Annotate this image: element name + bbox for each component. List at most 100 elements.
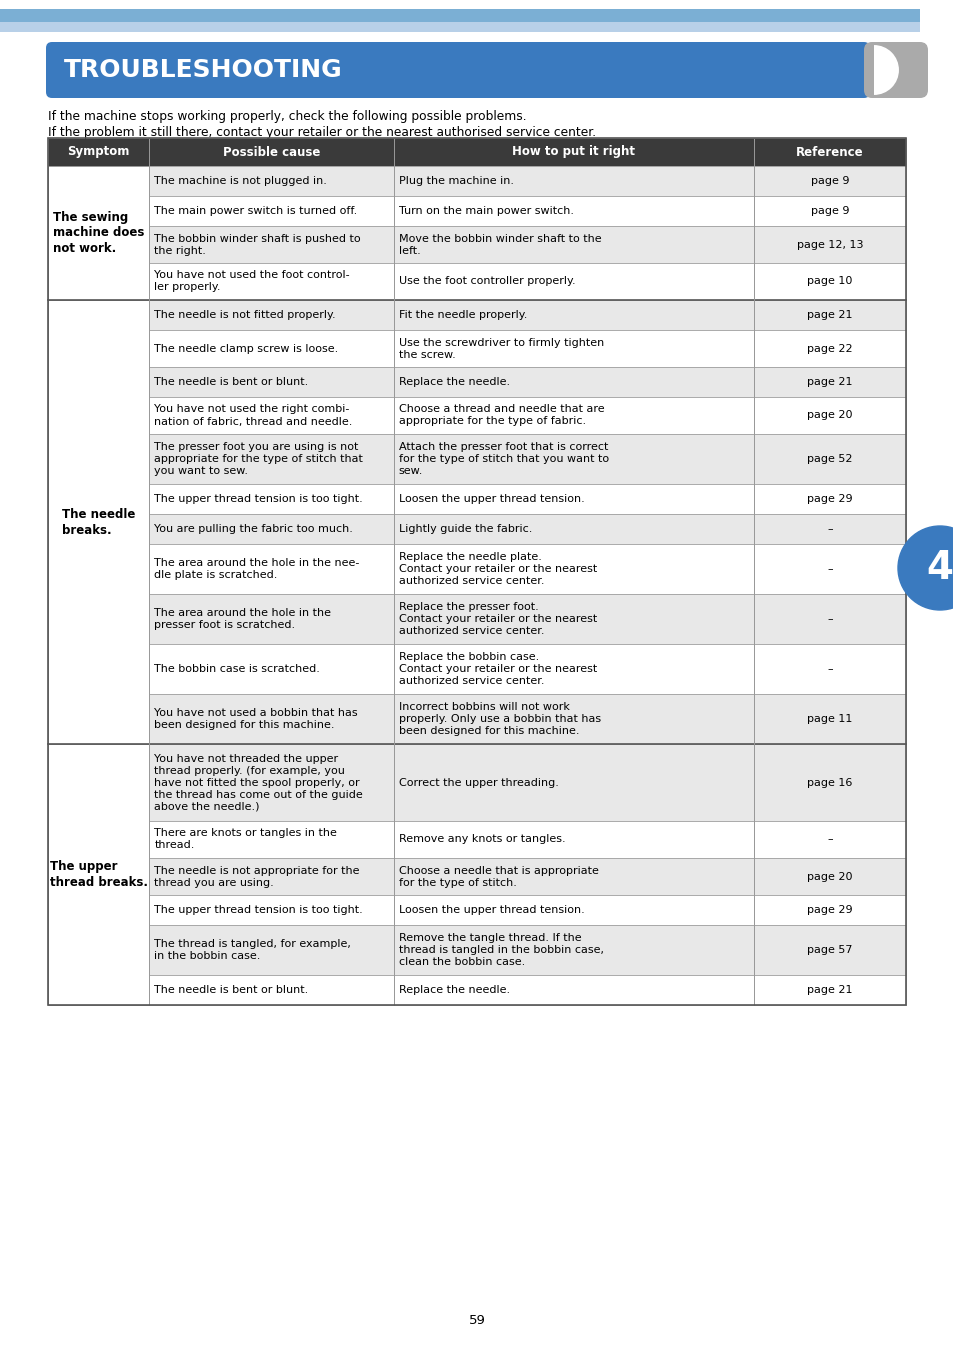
Text: You have not used the foot control-
ler properly.: You have not used the foot control- ler … <box>154 271 350 293</box>
Text: –: – <box>826 665 832 674</box>
FancyBboxPatch shape <box>753 484 905 514</box>
FancyBboxPatch shape <box>753 925 905 975</box>
FancyBboxPatch shape <box>394 166 753 195</box>
FancyBboxPatch shape <box>149 398 394 434</box>
FancyBboxPatch shape <box>149 821 394 857</box>
Text: The bobbin winder shaft is pushed to
the right.: The bobbin winder shaft is pushed to the… <box>154 233 360 256</box>
Text: page 20: page 20 <box>806 872 852 882</box>
FancyBboxPatch shape <box>149 975 394 1006</box>
FancyBboxPatch shape <box>394 263 753 301</box>
Text: The bobbin case is scratched.: The bobbin case is scratched. <box>154 665 320 674</box>
FancyBboxPatch shape <box>394 594 753 644</box>
Text: Symptom: Symptom <box>68 146 130 159</box>
FancyBboxPatch shape <box>753 398 905 434</box>
Text: –: – <box>826 524 832 534</box>
FancyBboxPatch shape <box>149 263 394 301</box>
Text: Choose a needle that is appropriate
for the type of stitch.: Choose a needle that is appropriate for … <box>398 865 598 887</box>
Text: The needle
breaks.: The needle breaks. <box>62 507 135 537</box>
Text: page 9: page 9 <box>810 177 848 186</box>
Text: The machine is not plugged in.: The machine is not plugged in. <box>154 177 327 186</box>
FancyBboxPatch shape <box>394 514 753 545</box>
FancyBboxPatch shape <box>48 137 905 166</box>
Text: You have not threaded the upper
thread properly. (for example, you
have not fitt: You have not threaded the upper thread p… <box>154 754 362 811</box>
Text: page 20: page 20 <box>806 411 852 421</box>
Text: The thread is tangled, for example,
in the bobbin case.: The thread is tangled, for example, in t… <box>154 940 351 961</box>
Text: You are pulling the fabric too much.: You are pulling the fabric too much. <box>154 524 353 534</box>
FancyBboxPatch shape <box>394 484 753 514</box>
FancyBboxPatch shape <box>394 694 753 744</box>
Text: The needle is not fitted properly.: The needle is not fitted properly. <box>154 310 335 319</box>
Text: Use the screwdriver to firmly tighten
the screw.: Use the screwdriver to firmly tighten th… <box>398 337 603 360</box>
Text: Replace the presser foot.
Contact your retailer or the nearest
authorized servic: Replace the presser foot. Contact your r… <box>398 603 597 636</box>
FancyBboxPatch shape <box>46 42 869 98</box>
Text: page 21: page 21 <box>806 985 852 995</box>
FancyBboxPatch shape <box>394 744 753 821</box>
FancyBboxPatch shape <box>149 195 394 226</box>
Text: –: – <box>826 834 832 844</box>
FancyBboxPatch shape <box>753 434 905 484</box>
Wedge shape <box>873 44 898 94</box>
Text: The needle is bent or blunt.: The needle is bent or blunt. <box>154 985 308 995</box>
Text: page 29: page 29 <box>806 493 852 504</box>
Text: Replace the needle.: Replace the needle. <box>398 985 509 995</box>
FancyBboxPatch shape <box>149 484 394 514</box>
Text: page 22: page 22 <box>806 344 852 353</box>
FancyBboxPatch shape <box>149 434 394 484</box>
Text: Choose a thread and needle that are
appropriate for the type of fabric.: Choose a thread and needle that are appr… <box>398 404 604 426</box>
FancyBboxPatch shape <box>753 975 905 1006</box>
Text: The upper thread tension is too tight.: The upper thread tension is too tight. <box>154 493 362 504</box>
FancyBboxPatch shape <box>753 263 905 301</box>
FancyBboxPatch shape <box>394 367 753 398</box>
Text: Incorrect bobbins will not work
properly. Only use a bobbin that has
been design: Incorrect bobbins will not work properly… <box>398 702 600 736</box>
Text: If the machine stops working properly, check the following possible problems.: If the machine stops working properly, c… <box>48 111 526 123</box>
FancyBboxPatch shape <box>394 925 753 975</box>
Text: TROUBLESHOOTING: TROUBLESHOOTING <box>64 58 342 82</box>
Text: –: – <box>826 563 832 574</box>
Text: You have not used a bobbin that has
been designed for this machine.: You have not used a bobbin that has been… <box>154 708 357 731</box>
FancyBboxPatch shape <box>394 195 753 226</box>
FancyBboxPatch shape <box>48 166 149 301</box>
FancyBboxPatch shape <box>149 166 394 195</box>
FancyBboxPatch shape <box>394 398 753 434</box>
Text: The area around the hole in the
presser foot is scratched.: The area around the hole in the presser … <box>154 608 331 630</box>
Text: Replace the needle plate.
Contact your retailer or the nearest
authorized servic: Replace the needle plate. Contact your r… <box>398 551 597 586</box>
Text: The needle is not appropriate for the
thread you are using.: The needle is not appropriate for the th… <box>154 865 359 887</box>
Text: Replace the needle.: Replace the needle. <box>398 377 509 387</box>
FancyBboxPatch shape <box>394 434 753 484</box>
FancyBboxPatch shape <box>149 594 394 644</box>
Text: page 52: page 52 <box>806 454 852 464</box>
Text: The main power switch is turned off.: The main power switch is turned off. <box>154 206 357 216</box>
Text: Remove any knots or tangles.: Remove any knots or tangles. <box>398 834 565 844</box>
Text: page 16: page 16 <box>806 778 852 787</box>
FancyBboxPatch shape <box>149 895 394 925</box>
FancyBboxPatch shape <box>394 857 753 895</box>
Text: Use the foot controller properly.: Use the foot controller properly. <box>398 276 575 287</box>
FancyBboxPatch shape <box>394 644 753 694</box>
Text: Move the bobbin winder shaft to the
left.: Move the bobbin winder shaft to the left… <box>398 233 600 256</box>
FancyBboxPatch shape <box>753 545 905 594</box>
Text: Attach the presser foot that is correct
for the type of stitch that you want to
: Attach the presser foot that is correct … <box>398 442 608 476</box>
FancyBboxPatch shape <box>753 744 905 821</box>
Text: Turn on the main power switch.: Turn on the main power switch. <box>398 206 573 216</box>
Text: The upper thread tension is too tight.: The upper thread tension is too tight. <box>154 905 362 915</box>
Text: Loosen the upper thread tension.: Loosen the upper thread tension. <box>398 905 584 915</box>
FancyBboxPatch shape <box>149 925 394 975</box>
FancyBboxPatch shape <box>0 22 919 32</box>
FancyBboxPatch shape <box>863 42 927 98</box>
Text: If the problem it still there, contact your retailer or the nearest authorised s: If the problem it still there, contact y… <box>48 125 596 139</box>
Text: You have not used the right combi-
nation of fabric, thread and needle.: You have not used the right combi- natio… <box>154 404 353 426</box>
FancyBboxPatch shape <box>48 301 149 744</box>
FancyBboxPatch shape <box>753 166 905 195</box>
FancyBboxPatch shape <box>149 857 394 895</box>
Text: Replace the bobbin case.
Contact your retailer or the nearest
authorized service: Replace the bobbin case. Contact your re… <box>398 652 597 686</box>
Text: The area around the hole in the nee-
dle plate is scratched.: The area around the hole in the nee- dle… <box>154 558 359 580</box>
Text: –: – <box>826 613 832 624</box>
Text: page 11: page 11 <box>806 714 852 724</box>
FancyBboxPatch shape <box>753 821 905 857</box>
Text: Loosen the upper thread tension.: Loosen the upper thread tension. <box>398 493 584 504</box>
FancyBboxPatch shape <box>394 330 753 367</box>
FancyBboxPatch shape <box>394 895 753 925</box>
Text: 59: 59 <box>468 1313 485 1326</box>
FancyBboxPatch shape <box>0 9 919 22</box>
Text: The needle clamp screw is loose.: The needle clamp screw is loose. <box>154 344 338 353</box>
